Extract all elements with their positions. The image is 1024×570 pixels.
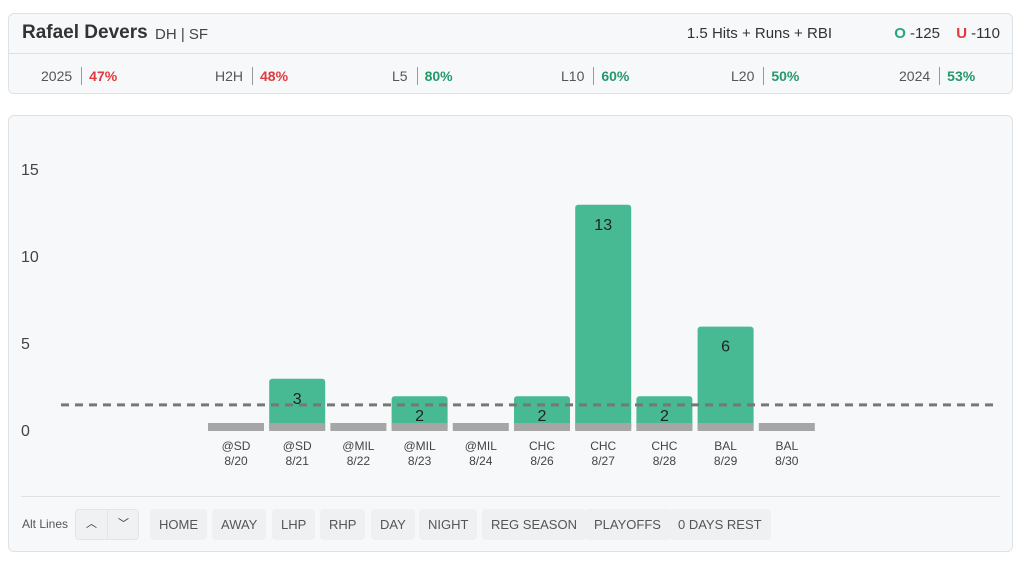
x-tick-opponent: CHC [529, 439, 555, 453]
stat-value: 50% [771, 68, 800, 84]
filter-rhp[interactable]: RHP [320, 509, 366, 540]
bar-base [514, 423, 570, 431]
bar-base [391, 423, 448, 431]
x-tick-opponent: @SD [283, 439, 312, 453]
prop-header-card: Rafael Devers DH | SF 1.5 Hits + Runs + … [8, 13, 1013, 94]
x-tick-date: 8/26 [530, 454, 554, 468]
alt-lines-label: Alt Lines [22, 517, 69, 531]
bar-value-label: 6 [721, 339, 730, 356]
x-tick-date: 8/20 [224, 454, 248, 468]
stat-label: 2025 [41, 68, 73, 84]
x-tick-date: 8/29 [714, 454, 738, 468]
chart-footer-divider [21, 496, 1000, 497]
y-tick-label: 0 [21, 423, 30, 440]
bar-value-label: 13 [594, 217, 612, 234]
stat-l20[interactable]: L20 50% [731, 67, 799, 85]
over-odds-value: -125 [909, 25, 940, 42]
chevron-down-icon: ﹀ [118, 518, 129, 530]
stat-divider [593, 67, 595, 85]
stat-value: 53% [947, 68, 976, 84]
filter-reg-season[interactable]: REG SEASON [482, 509, 586, 540]
x-tick-date: 8/22 [347, 454, 371, 468]
x-tick-date: 8/27 [592, 454, 616, 468]
x-tick-date: 8/21 [286, 454, 310, 468]
x-tick-opponent: CHC [590, 439, 616, 453]
prop-market: 1.5 Hits + Runs + RBI [686, 25, 832, 42]
game-bar [208, 423, 264, 431]
stat-2025[interactable]: 2025 47% [41, 67, 117, 85]
filter-night[interactable]: NIGHT [419, 509, 478, 540]
filter-playoffs[interactable]: PLAYOFFS [585, 509, 670, 540]
player-name: Rafael Devers [22, 22, 148, 43]
filter-lhp[interactable]: LHP [272, 509, 316, 540]
stat-divider [763, 67, 765, 85]
stat-value: 47% [89, 68, 118, 84]
x-tick-opponent: @SD [222, 439, 251, 453]
stat-label: L10 [561, 68, 585, 84]
alt-line-up-button[interactable]: ︿ [76, 510, 108, 539]
stat-label: 2024 [899, 68, 931, 84]
stat-divider [252, 67, 254, 85]
x-tick-opponent: BAL [714, 439, 737, 453]
stat-divider [416, 67, 418, 85]
alt-lines-stepper: ︿ ﹀ [75, 509, 139, 540]
stat-2024[interactable]: 2024 53% [899, 67, 975, 85]
stat-label: H2H [215, 68, 244, 84]
x-tick-opponent: CHC [651, 439, 677, 453]
under-odds-value: -110 [971, 25, 1000, 42]
bar-base [697, 423, 754, 431]
bar-base [575, 423, 632, 431]
filter-days-rest[interactable]: 0 DAYS REST [669, 509, 771, 540]
x-tick-date: 8/28 [653, 454, 677, 468]
x-tick-date: 8/30 [775, 454, 799, 468]
stat-label: L20 [731, 68, 755, 84]
y-tick-label: 15 [21, 162, 39, 179]
game-bar [269, 378, 326, 431]
x-tick-opponent: @MIL [404, 439, 437, 453]
bar-value-label: 3 [293, 391, 302, 408]
stat-h2h[interactable]: H2H 48% [215, 67, 288, 85]
game-log-chart-card: 0 5 10 15 @SD 8/20 3 @SD 8/21 @MIL 8/22 2 @MIL 8/23 @M… [8, 115, 1013, 552]
bar-value-label: 2 [538, 408, 547, 425]
filter-home[interactable]: HOME [150, 509, 207, 540]
over-odds[interactable]: O -125 [894, 25, 940, 42]
bar-base [269, 423, 326, 431]
stat-l10[interactable]: L10 60% [561, 67, 629, 85]
x-tick-opponent: BAL [775, 439, 798, 453]
x-tick-opponent: @MIL [342, 439, 375, 453]
filter-day[interactable]: DAY [371, 509, 415, 540]
x-tick-opponent: @MIL [465, 439, 498, 453]
game-bar [575, 204, 632, 431]
y-tick-label: 10 [21, 249, 39, 266]
stat-divider [81, 67, 83, 85]
stat-value: 48% [260, 68, 289, 84]
stat-l5[interactable]: L5 80% [392, 67, 453, 85]
player-position-team: DH | SF [155, 26, 209, 43]
stat-value: 60% [601, 68, 630, 84]
stat-label: L5 [392, 68, 408, 84]
chevron-up-icon: ︿ [86, 518, 97, 530]
under-letter: U [956, 25, 968, 42]
over-letter: O [894, 25, 906, 42]
x-tick-date: 8/23 [408, 454, 432, 468]
prop-header-top: Rafael Devers DH | SF 1.5 Hits + Runs + … [9, 14, 1012, 54]
game-bar [452, 423, 509, 431]
stat-divider [939, 67, 941, 85]
game-log-chart: 051015@SD8/203@SD8/21@MIL8/222@MIL8/23@M… [21, 162, 999, 468]
game-bar [391, 396, 448, 431]
bar-value-label: 2 [415, 408, 424, 425]
stat-value: 80% [424, 68, 453, 84]
filter-away[interactable]: AWAY [212, 509, 267, 540]
bar-value-label: 2 [660, 408, 669, 425]
under-odds[interactable]: U -110 [956, 25, 1000, 42]
game-bar [330, 423, 387, 431]
y-tick-label: 5 [21, 336, 30, 353]
alt-line-down-button[interactable]: ﹀ [108, 510, 139, 539]
bar-base [636, 423, 693, 431]
game-bar [758, 423, 815, 431]
x-tick-date: 8/24 [469, 454, 493, 468]
